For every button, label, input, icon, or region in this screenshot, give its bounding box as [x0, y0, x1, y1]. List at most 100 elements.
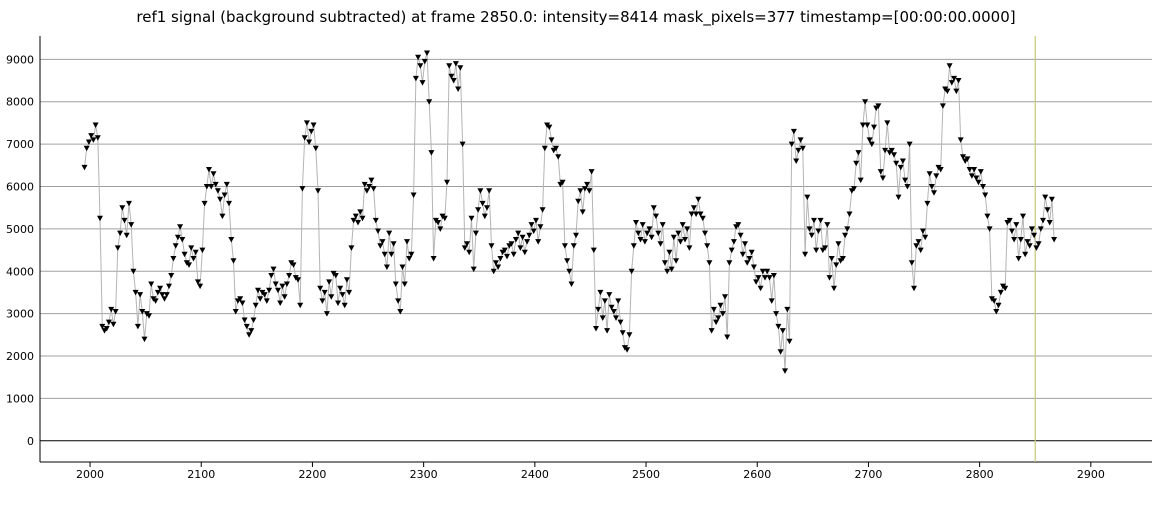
data-point — [535, 239, 542, 245]
data-point — [492, 260, 499, 266]
data-point — [755, 275, 762, 281]
data-point — [406, 256, 413, 262]
data-point — [710, 306, 717, 313]
data-point — [128, 222, 135, 228]
data-point — [468, 215, 475, 222]
data-point — [895, 194, 902, 201]
data-point — [808, 232, 815, 239]
data-point — [804, 194, 811, 201]
data-point — [399, 264, 406, 270]
data-point — [363, 188, 370, 194]
data-point — [1006, 217, 1013, 224]
data-point — [528, 222, 535, 228]
data-point — [584, 181, 591, 188]
data-point — [457, 65, 464, 71]
data-point — [508, 241, 515, 247]
data-point — [501, 247, 508, 254]
data-point — [1017, 237, 1024, 243]
data-point — [488, 243, 495, 249]
data-point — [226, 200, 232, 207]
data-point — [595, 306, 602, 313]
data-point — [192, 249, 199, 256]
x-tick-label: 2500 — [632, 468, 660, 481]
data-point — [748, 249, 755, 256]
data-point — [388, 251, 395, 258]
data-point — [381, 251, 388, 258]
data-point — [1033, 245, 1040, 251]
data-point — [579, 209, 586, 215]
data-point — [768, 298, 775, 304]
data-point — [412, 75, 419, 82]
data-point — [797, 137, 804, 143]
y-tick-label: 2000 — [6, 350, 34, 363]
data-point — [295, 277, 301, 283]
data-point — [633, 220, 639, 226]
data-point — [368, 177, 375, 184]
data-point — [172, 243, 179, 249]
data-point — [377, 243, 384, 249]
data-point — [472, 230, 479, 237]
data-point — [404, 239, 410, 245]
data-point — [750, 264, 757, 270]
data-point — [993, 309, 1000, 315]
data-point — [828, 256, 835, 262]
data-point — [613, 315, 619, 321]
x-tick-label: 2800 — [966, 468, 994, 481]
data-point — [435, 220, 442, 226]
data-point — [630, 243, 637, 249]
data-point — [1024, 239, 1031, 245]
series-1 — [81, 50, 1058, 374]
data-point — [968, 173, 975, 179]
data-point — [770, 273, 777, 279]
data-point — [319, 298, 326, 304]
data-point — [108, 306, 115, 313]
data-point — [706, 260, 713, 266]
data-point — [308, 128, 315, 135]
data-point — [624, 347, 631, 353]
data-point — [919, 228, 926, 234]
data-point — [980, 184, 986, 190]
data-point — [668, 266, 675, 273]
data-point — [831, 285, 837, 292]
data-point — [833, 262, 840, 268]
data-point — [1046, 220, 1053, 226]
data-point — [775, 323, 782, 330]
data-point — [924, 200, 931, 207]
data-point — [495, 264, 502, 270]
y-tick-label: 1000 — [6, 392, 34, 405]
data-point — [853, 160, 860, 167]
data-point — [459, 141, 466, 148]
data-point — [1040, 217, 1046, 224]
data-point — [690, 205, 697, 211]
data-point — [139, 309, 146, 315]
data-point — [722, 294, 728, 300]
data-point — [564, 258, 571, 264]
data-point — [452, 61, 459, 67]
data-point — [181, 251, 188, 258]
data-point — [570, 243, 577, 249]
x-tick-label: 2000 — [76, 468, 104, 481]
data-point — [826, 275, 833, 281]
data-point — [519, 234, 526, 241]
data-point — [299, 186, 306, 192]
data-point — [626, 332, 633, 338]
data-point — [753, 279, 760, 285]
data-point — [704, 243, 711, 249]
data-point — [739, 251, 746, 258]
data-point — [566, 268, 573, 275]
data-point — [617, 319, 624, 326]
data-point — [868, 141, 875, 148]
data-point — [426, 99, 433, 105]
data-point — [415, 54, 422, 61]
data-point — [546, 124, 553, 131]
data-point — [928, 184, 935, 190]
data-point — [795, 147, 802, 154]
data-point — [370, 186, 377, 192]
data-point — [390, 241, 397, 247]
data-point — [628, 268, 635, 275]
data-point — [728, 247, 735, 254]
data-point — [321, 289, 328, 296]
data-point — [243, 323, 250, 330]
data-point — [708, 328, 715, 334]
data-point — [779, 328, 786, 334]
